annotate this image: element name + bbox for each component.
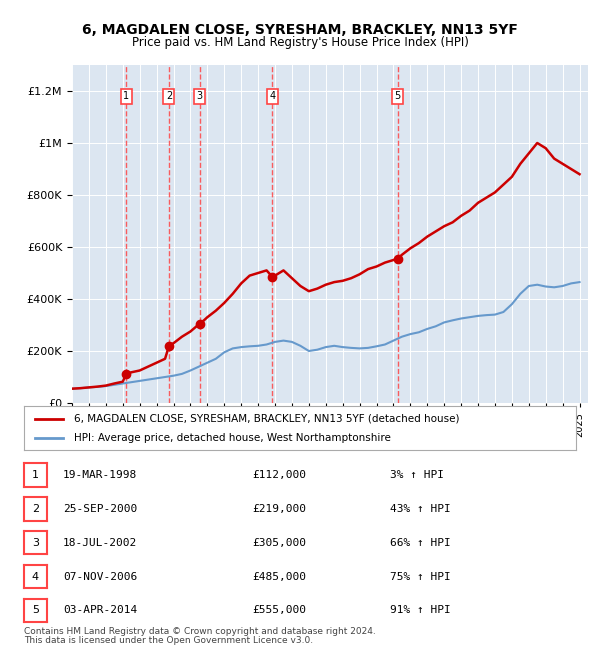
Text: 03-APR-2014: 03-APR-2014 <box>63 605 137 616</box>
Text: £305,000: £305,000 <box>252 538 306 548</box>
Text: This data is licensed under the Open Government Licence v3.0.: This data is licensed under the Open Gov… <box>24 636 313 645</box>
Text: 2: 2 <box>32 504 39 514</box>
Text: Contains HM Land Registry data © Crown copyright and database right 2024.: Contains HM Land Registry data © Crown c… <box>24 627 376 636</box>
Text: 18-JUL-2002: 18-JUL-2002 <box>63 538 137 548</box>
Text: 4: 4 <box>32 571 39 582</box>
Text: 1: 1 <box>123 91 130 101</box>
Text: 1: 1 <box>32 470 39 480</box>
Text: 43% ↑ HPI: 43% ↑ HPI <box>390 504 451 514</box>
Text: 4: 4 <box>269 91 275 101</box>
Text: 5: 5 <box>395 91 401 101</box>
Text: 3: 3 <box>196 91 203 101</box>
Text: 91% ↑ HPI: 91% ↑ HPI <box>390 605 451 616</box>
Text: 3% ↑ HPI: 3% ↑ HPI <box>390 470 444 480</box>
Text: £112,000: £112,000 <box>252 470 306 480</box>
Text: HPI: Average price, detached house, West Northamptonshire: HPI: Average price, detached house, West… <box>74 433 391 443</box>
Text: 6, MAGDALEN CLOSE, SYRESHAM, BRACKLEY, NN13 5YF: 6, MAGDALEN CLOSE, SYRESHAM, BRACKLEY, N… <box>82 23 518 37</box>
Text: 25-SEP-2000: 25-SEP-2000 <box>63 504 137 514</box>
Text: 2: 2 <box>166 91 172 101</box>
Text: 07-NOV-2006: 07-NOV-2006 <box>63 571 137 582</box>
Text: £219,000: £219,000 <box>252 504 306 514</box>
Text: £485,000: £485,000 <box>252 571 306 582</box>
Text: 75% ↑ HPI: 75% ↑ HPI <box>390 571 451 582</box>
Text: 5: 5 <box>32 605 39 616</box>
Text: 6, MAGDALEN CLOSE, SYRESHAM, BRACKLEY, NN13 5YF (detached house): 6, MAGDALEN CLOSE, SYRESHAM, BRACKLEY, N… <box>74 413 459 424</box>
Text: 19-MAR-1998: 19-MAR-1998 <box>63 470 137 480</box>
Text: 66% ↑ HPI: 66% ↑ HPI <box>390 538 451 548</box>
Text: 3: 3 <box>32 538 39 548</box>
Text: Price paid vs. HM Land Registry's House Price Index (HPI): Price paid vs. HM Land Registry's House … <box>131 36 469 49</box>
Text: £555,000: £555,000 <box>252 605 306 616</box>
